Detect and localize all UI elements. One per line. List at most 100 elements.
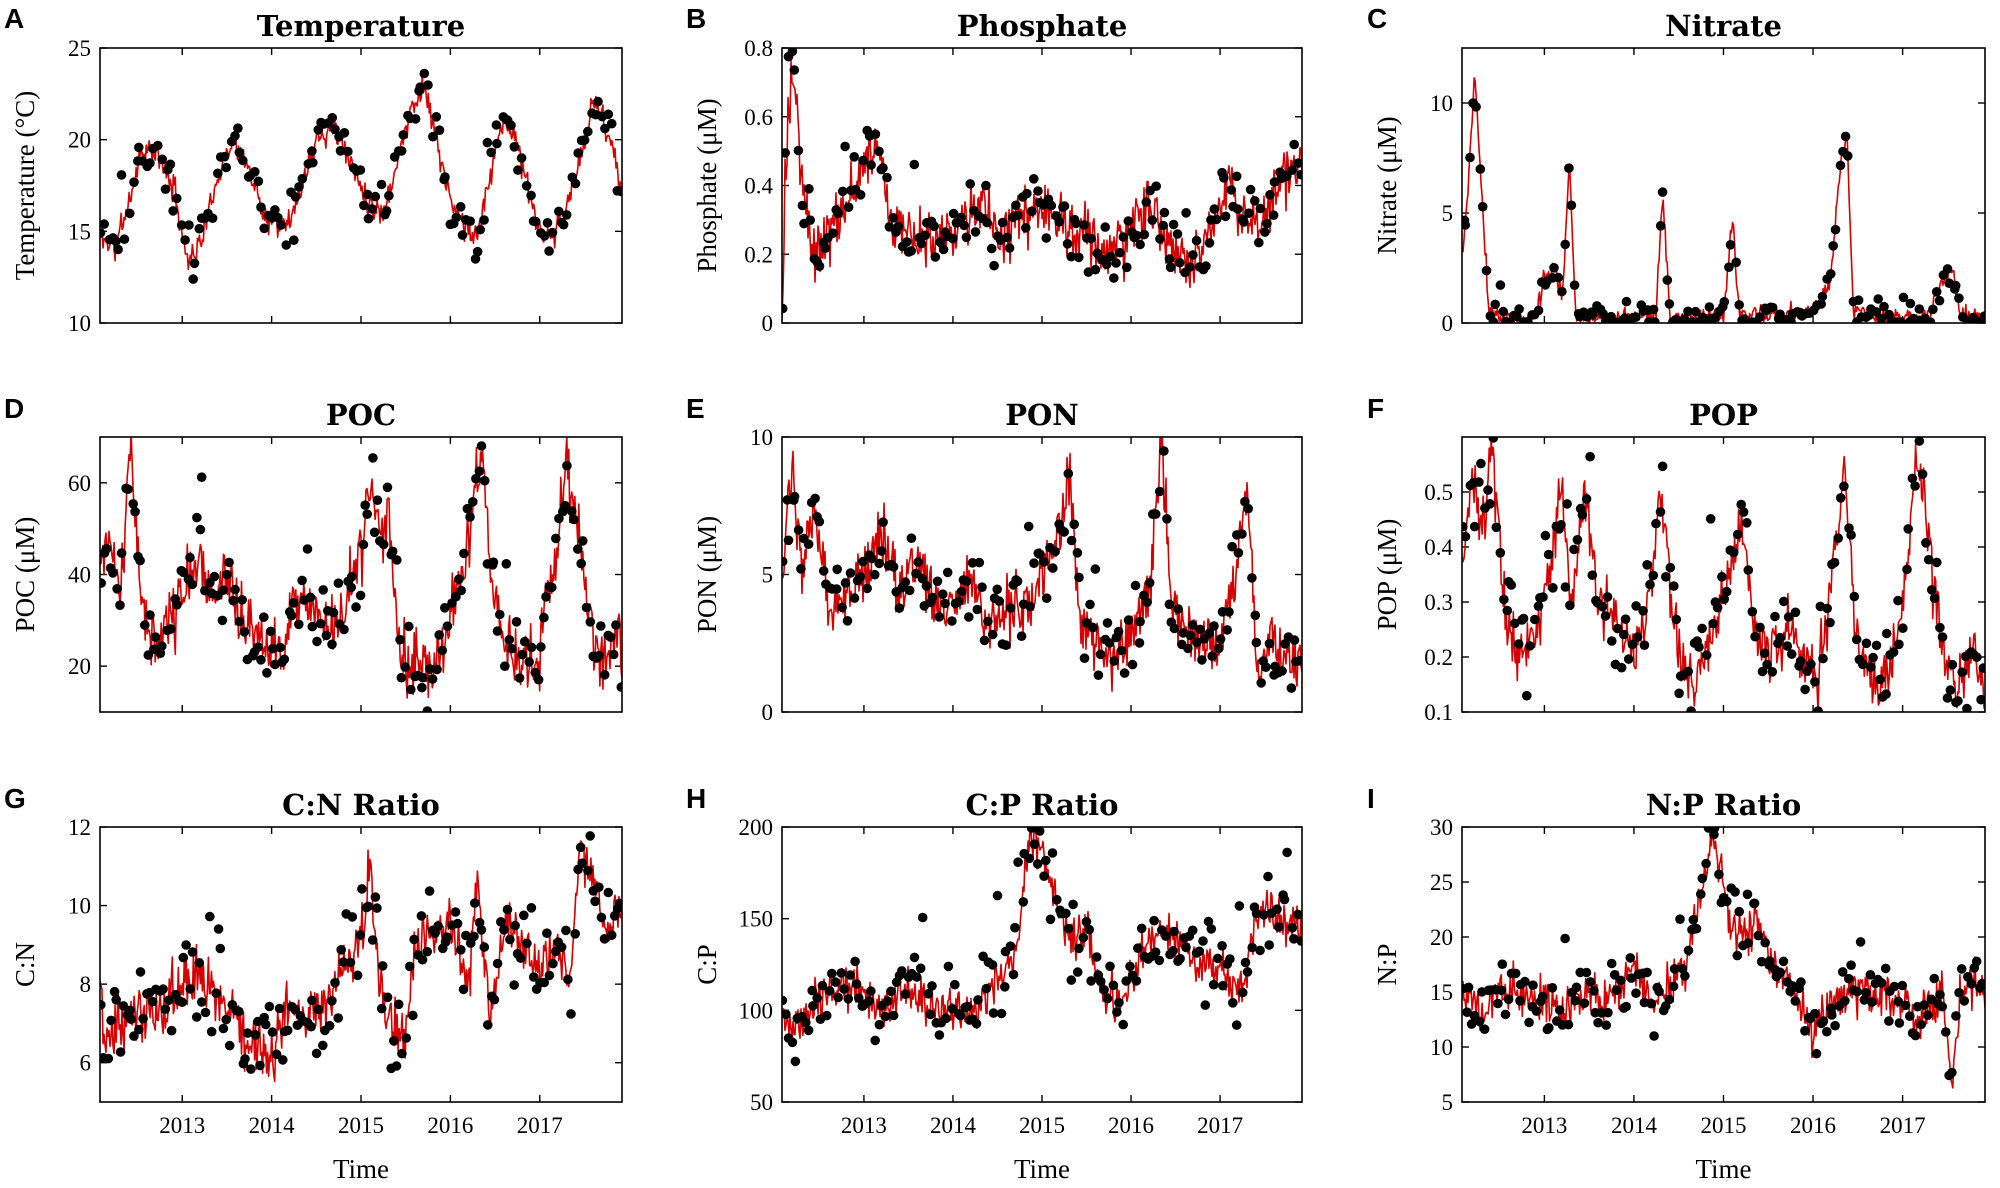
observation-point-e (1116, 645, 1127, 656)
observation-point-e (977, 582, 987, 592)
observation-point-f (1533, 601, 1544, 611)
observation-point-d (155, 648, 166, 658)
observation-point-d (140, 620, 150, 630)
observation-point-a (376, 179, 387, 190)
observation-point-d (392, 555, 402, 565)
observation-point-b (820, 243, 831, 253)
observation-point-g (526, 903, 537, 913)
observation-point-g (510, 920, 520, 931)
observation-point-f (1750, 631, 1760, 642)
observation-point-i (1822, 1026, 1832, 1037)
observation-point-a (330, 124, 340, 135)
observation-point-i (1554, 1005, 1565, 1015)
observation-point-a (250, 167, 260, 177)
observation-point-g (544, 970, 555, 981)
observation-point-b (1233, 204, 1243, 214)
y-axis-label-e: PON (μM) (692, 516, 722, 633)
observation-point-h (1018, 897, 1029, 907)
observation-point-h (833, 992, 843, 1003)
y-axis-label-c: Nitrate (μM) (1372, 116, 1402, 254)
observation-point-i (1855, 937, 1866, 947)
observation-point-d (294, 619, 304, 630)
observation-point-c (1942, 264, 1953, 274)
y-tick-label-h: 100 (739, 998, 774, 1023)
observation-point-e (932, 576, 943, 587)
observation-point-f (1917, 469, 1928, 479)
y-tick-label-b: 0.8 (744, 36, 773, 61)
observation-point-d (474, 466, 485, 477)
x-tick-label-g: 2014 (249, 1113, 296, 1138)
observation-point-i (1900, 1000, 1911, 1011)
observation-point-i (1830, 1020, 1840, 1031)
observation-point-e (1173, 604, 1183, 614)
x-axis-label-i: Time (1695, 1154, 1751, 1184)
observation-point-b (965, 179, 975, 189)
observation-point-g (290, 1004, 300, 1015)
observation-point-f (1538, 592, 1548, 602)
y-tick-label-e: 0 (762, 700, 774, 725)
observation-point-b (1071, 218, 1081, 229)
observation-point-b (1188, 250, 1198, 260)
observation-point-f (1759, 648, 1770, 658)
observation-point-f (1800, 684, 1810, 695)
observation-point-c (1598, 309, 1608, 319)
plot-area-h (782, 827, 1302, 1067)
observation-point-h (1255, 945, 1265, 956)
observation-point-e (1113, 626, 1124, 637)
observation-point-i (1611, 985, 1622, 995)
observation-point-g (255, 1060, 265, 1071)
observation-point-c (1843, 151, 1853, 161)
observation-point-h (812, 993, 822, 1003)
observation-point-e (940, 598, 950, 609)
observation-point-a (539, 231, 550, 241)
observation-point-f (1757, 666, 1768, 677)
observation-point-a (339, 128, 350, 138)
observation-point-i (1929, 973, 1940, 984)
observation-point-c (1934, 295, 1945, 306)
observation-point-f (1462, 531, 1471, 542)
observation-point-e (1250, 610, 1261, 621)
observation-point-d (573, 544, 583, 554)
y-tick-label-f: 0.5 (1424, 480, 1453, 505)
observation-point-e (1085, 599, 1095, 610)
observation-point-c (1495, 280, 1506, 290)
observation-point-d (351, 602, 361, 612)
observation-point-a (207, 213, 218, 223)
observation-point-h (1114, 997, 1124, 1008)
observation-point-f (1902, 564, 1912, 575)
observation-point-a (530, 216, 541, 227)
observation-point-f (1957, 667, 1967, 677)
observation-point-h (1187, 925, 1198, 936)
observation-point-f (1742, 518, 1752, 528)
observation-point-e (956, 586, 967, 597)
observation-point-d (533, 674, 544, 685)
observation-point-f (1669, 581, 1679, 591)
observation-point-h (1005, 941, 1016, 951)
observation-point-d (395, 634, 405, 645)
observation-point-f (1893, 595, 1903, 606)
observation-point-b (804, 184, 814, 194)
plot-area-i (1462, 827, 1985, 1089)
observation-point-a (579, 135, 590, 145)
observation-point-i (1756, 956, 1767, 967)
observation-point-h (1181, 942, 1191, 953)
observation-point-g (461, 930, 471, 941)
observation-point-c (1650, 317, 1660, 323)
observation-point-a (583, 126, 593, 137)
observation-point-h (1212, 953, 1223, 964)
observation-point-g (391, 1061, 402, 1071)
observation-point-h (1125, 961, 1135, 972)
observation-point-e (938, 589, 948, 599)
observation-point-a (554, 206, 564, 217)
observation-point-i (1846, 960, 1856, 970)
observation-point-d (526, 642, 537, 653)
observation-point-g (561, 925, 571, 936)
observation-point-c (1664, 299, 1675, 309)
observation-point-e (1041, 593, 1052, 603)
observation-point-a (355, 165, 366, 175)
observation-point-i (1722, 896, 1732, 907)
observation-point-a (129, 177, 139, 187)
observation-point-h (1108, 980, 1119, 991)
y-tick-label-h: 150 (739, 907, 774, 932)
observation-point-a (455, 202, 466, 212)
